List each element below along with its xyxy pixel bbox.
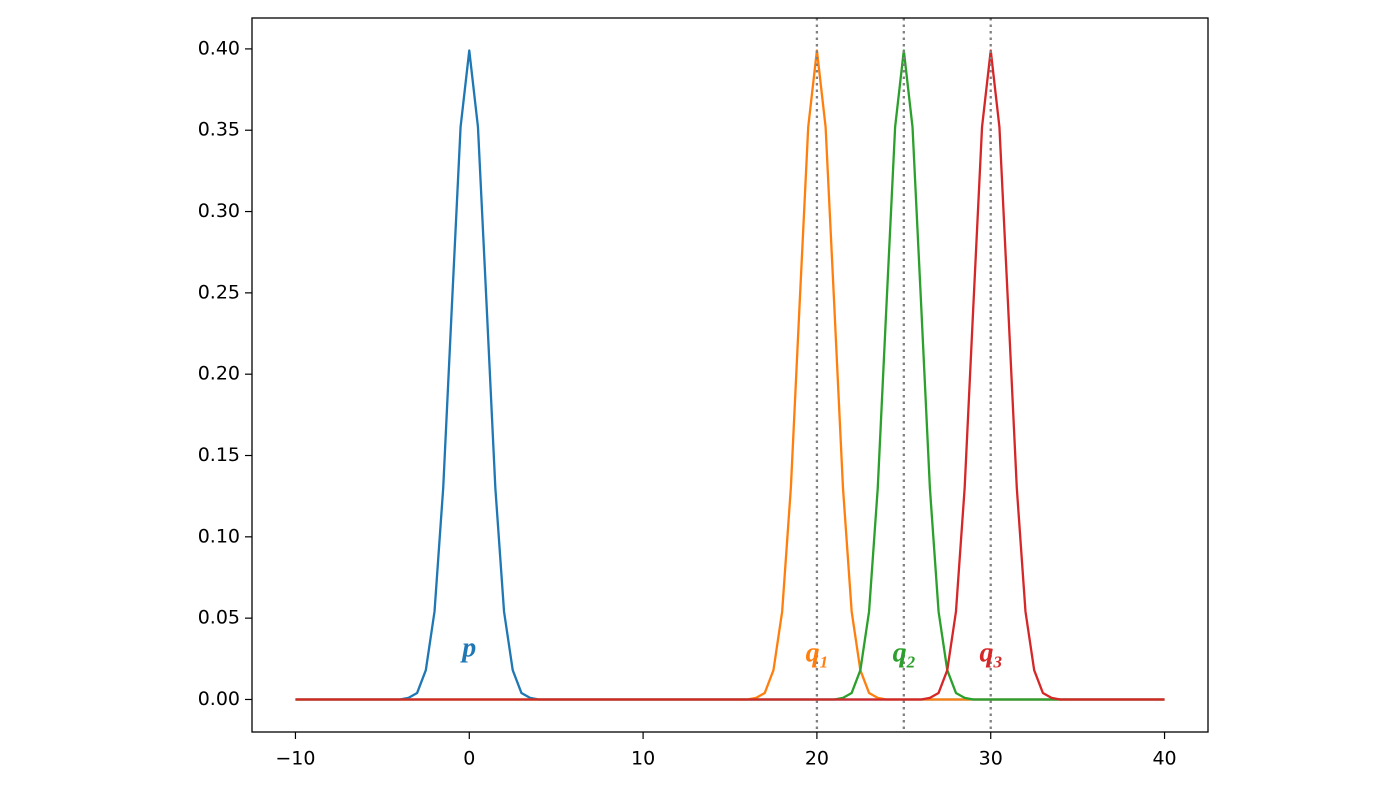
annotation: q2 (893, 638, 916, 671)
axes-frame (251, 17, 1209, 733)
x-tick-label: −10 (275, 748, 315, 770)
x-tick-label: 40 (1152, 748, 1176, 770)
annotation-subscript: 1 (820, 652, 829, 671)
x-tick-label: 10 (631, 748, 655, 770)
y-tick-label: 0.00 (198, 688, 240, 710)
annotation-text: q (893, 638, 907, 669)
annotation: p (460, 633, 476, 664)
annotation-text: p (460, 633, 476, 664)
x-tick-label: 20 (805, 748, 829, 770)
annotation-subscript: 3 (992, 652, 1002, 671)
y-tick-label: 0.15 (198, 444, 240, 466)
y-tick-label: 0.40 (198, 37, 240, 59)
y-tick-label: 0.10 (198, 525, 240, 547)
annotation-subscript: 2 (906, 652, 916, 671)
y-tick-label: 0.05 (198, 607, 240, 629)
annotation: q3 (979, 638, 1002, 671)
series-line (295, 49, 1165, 701)
annotation-text: q (806, 638, 820, 669)
y-tick-label: 0.30 (198, 200, 240, 222)
plot-area: p q1 q2 q3 (295, 18, 1165, 732)
y-tick-label: 0.25 (198, 281, 240, 303)
annotation: q1 (806, 638, 829, 671)
x-tick-label: 0 (463, 748, 475, 770)
y-tick-label: 0.35 (198, 119, 240, 141)
annotation-text: q (979, 638, 993, 669)
y-tick-label: 0.20 (198, 363, 240, 385)
x-tick-label: 30 (979, 748, 1003, 770)
